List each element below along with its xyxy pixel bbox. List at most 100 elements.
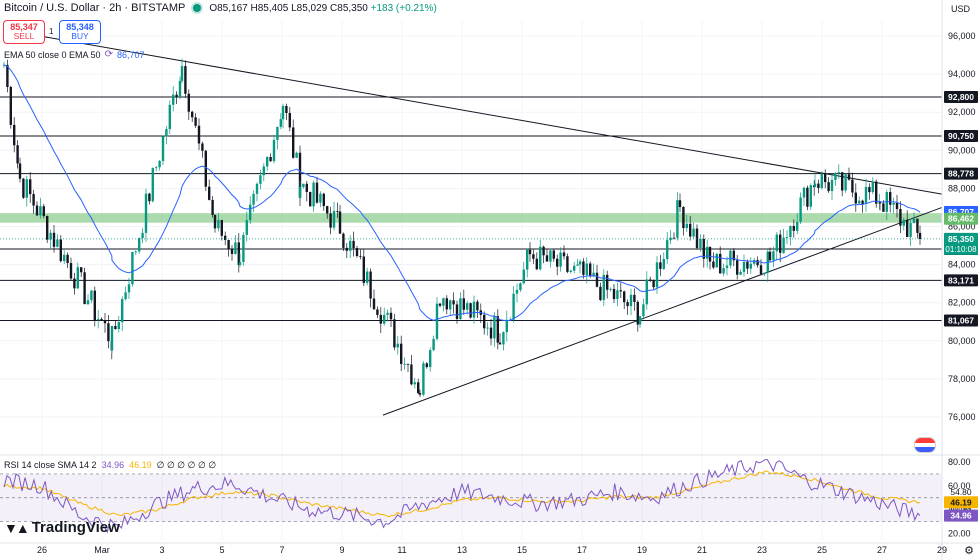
level-price-tag-bg [944,314,978,327]
level-price-tag: 81,067 [948,315,974,325]
current-price-tag: 85,350 [948,234,974,244]
y-tick-label: 94,000 [948,69,976,79]
spread-value: 1 [49,27,54,36]
candle-body [578,261,582,265]
us-flag-icon[interactable] [914,437,936,453]
candle-body [90,290,93,301]
candle-body [526,249,529,270]
candle-body [719,253,722,274]
gear-icon[interactable]: ⚙ [964,545,974,557]
ema-legend[interactable]: EMA 50 close 0 EMA 50 ⟳ 86,707 [4,49,144,60]
candle-body [662,259,665,269]
candle-body [889,192,892,205]
candle-body [636,301,639,325]
candle-body [184,66,187,94]
candle-body [138,238,141,252]
candle-body [172,94,175,105]
rsi-legend[interactable]: RSI 14 close SMA 14 2 34.96 46.19 ∅ ∅ ∅ … [4,460,216,471]
candle-body [799,197,802,222]
candle-body [245,220,248,235]
cycle-icon[interactable]: ⟳ [104,49,113,60]
candle-body [42,206,45,216]
candle-body [393,319,396,348]
candle-body [864,186,868,204]
candle-body [854,192,857,204]
x-tick-label: 21 [697,545,707,555]
candle-body [175,94,178,97]
candle-body [259,175,262,184]
candle-body [645,279,648,305]
candle-body [107,323,110,342]
buy-button[interactable]: 85,348 BUY [59,20,101,44]
tradingview-logo-icon: ▼▲ [4,519,30,536]
y-tick-label: 90,000 [948,145,976,155]
candle-body [809,185,812,207]
candle-body [362,256,365,283]
tradingview-logo-text: TradingView [31,519,120,536]
ohlc-open: O85,167 [209,2,248,14]
ema-legend-value: 86,707 [116,49,145,60]
candle-body [552,250,555,259]
candle-body [39,206,42,216]
candle-body [148,193,151,202]
y-tick-label: 78,000 [948,374,976,384]
candle-body [556,258,559,267]
candle-body [25,179,28,198]
candle-body [204,150,207,187]
candle-body [255,183,259,194]
candle-body [66,254,69,264]
candle-body [191,111,194,118]
currency-label[interactable]: USD [950,4,970,14]
x-tick-label: 29 [937,545,947,555]
candle-body [396,343,399,348]
candle-body [379,314,382,324]
candle-body [666,240,669,260]
candle-body [682,207,685,229]
candle-body [410,364,413,385]
candle-body [18,163,22,179]
candle-body [817,183,820,189]
level-price-tag: 83,171 [948,275,974,285]
sell-button[interactable]: 85,347 SELL [3,20,45,44]
candle-body [655,262,659,288]
candle-body [309,191,312,207]
ema-legend-label: EMA 50 close 0 EMA 50 [4,49,101,60]
candle-body [288,113,291,128]
candle-body [672,237,676,239]
candle-body [238,262,242,265]
candle-body [422,363,425,395]
candle-body [493,316,496,339]
candle-body [542,246,545,256]
candle-body [602,274,605,301]
candle-body [585,263,588,275]
candle-body [772,251,775,261]
candle-body [332,210,336,228]
candle-body [652,280,655,288]
ohlc-high: H85,405 [250,2,289,14]
candle-body [35,205,39,216]
candle-body [376,309,379,315]
candle-body [224,235,227,241]
candle-body [6,64,9,88]
rsi-rsi-tag-bg [944,509,978,522]
candle-body [305,183,308,192]
candle-body [466,303,469,310]
x-tick-label: 17 [577,545,587,555]
support-zone [0,213,942,223]
candle-body [413,382,416,385]
candle-body [9,87,12,125]
candle-body [802,187,806,198]
candle-body [782,237,785,253]
candle-body [592,272,595,277]
candle-body [359,256,362,257]
y-tick-label: 76,000 [948,412,976,422]
x-tick-label: 27 [877,545,887,555]
candle-body [134,251,137,253]
tradingview-logo[interactable]: ▼▲ TradingView [4,519,120,536]
x-tick-label: 11 [397,545,406,555]
candle-body [706,246,709,259]
candle-body [779,234,782,253]
candle-body [820,173,823,189]
x-tick-label: 3 [159,545,164,555]
